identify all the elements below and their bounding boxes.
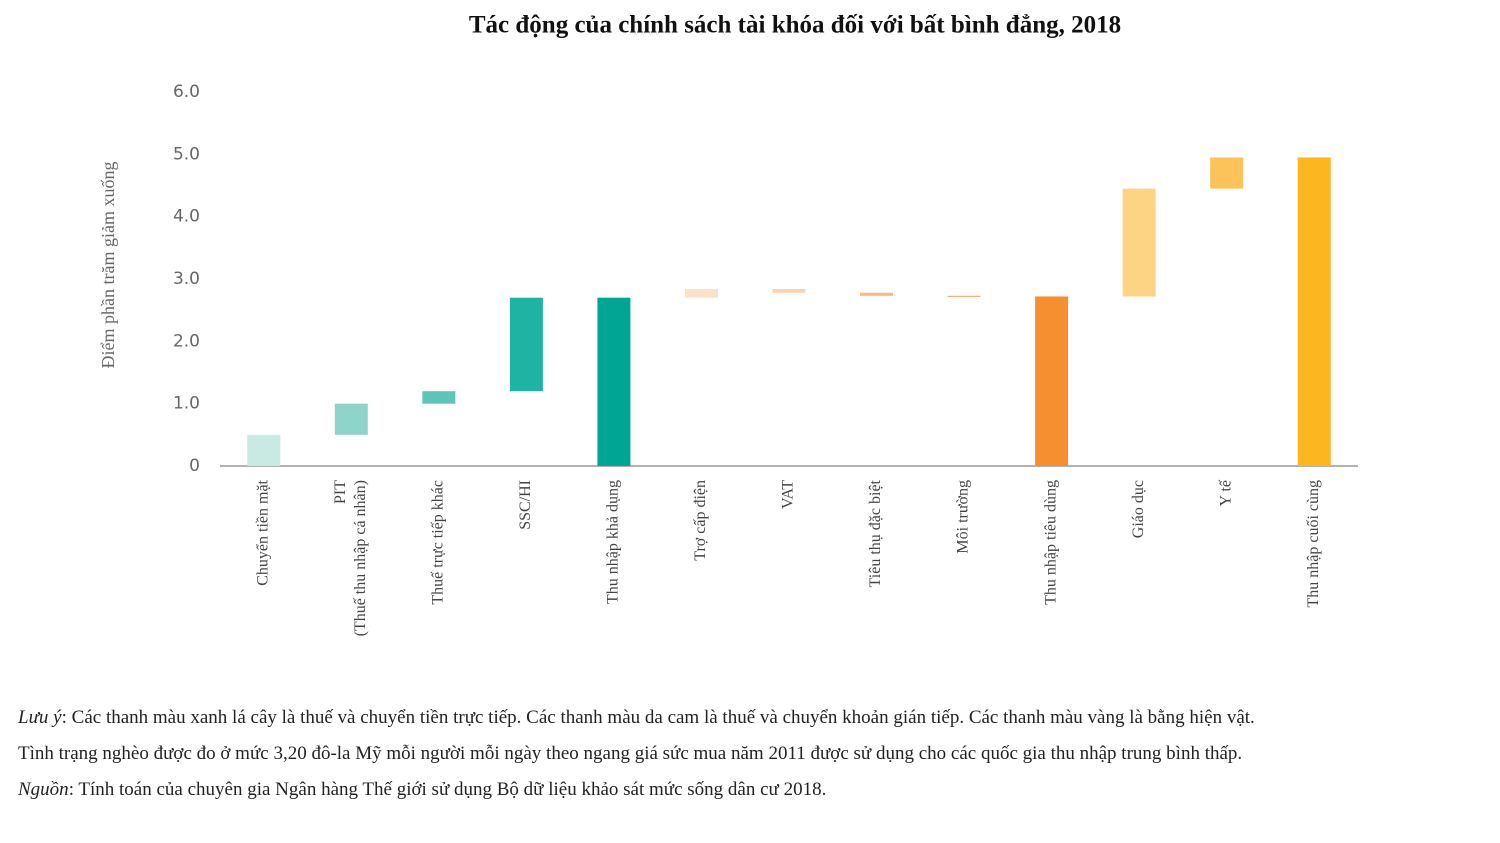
note-text: Tình trạng nghèo được đo ở mức 3,20 đô-l…	[18, 743, 1243, 764]
bar	[1297, 157, 1331, 466]
x-tick-label: Thu nhập cuối cùng	[1305, 480, 1322, 608]
y-tick-label: 1.0	[173, 394, 200, 414]
x-tick-label: Tiêu thụ đặc biệt	[867, 479, 884, 587]
y-tick-label: 4.0	[173, 207, 200, 227]
note-text: : Các thanh màu xanh lá cây là thuế và c…	[61, 707, 1255, 728]
y-tick-label: 6.0	[173, 82, 200, 102]
bar	[509, 297, 543, 392]
bar	[947, 295, 981, 297]
note-lead: Nguồn	[18, 779, 69, 800]
bar	[772, 288, 806, 293]
note-line: Tình trạng nghèo được đo ở mức 3,20 đô-l…	[18, 736, 1255, 772]
bar	[247, 434, 281, 466]
note-text: : Tính toán của chuyên gia Ngân hàng Thế…	[68, 779, 827, 800]
y-tick-label: 3.0	[173, 269, 200, 289]
chart: Tác động của chính sách tài khóa đối với…	[98, 12, 1358, 636]
bar	[684, 288, 718, 298]
bar	[422, 391, 456, 404]
x-tick-label: SSC/HI	[517, 480, 534, 530]
bar	[1035, 296, 1069, 466]
note-line: Nguồn: Tính toán của chuyên gia Ngân hàn…	[18, 772, 1255, 808]
x-tick-label: Môi trường	[955, 480, 972, 554]
y-tick-label: 2.0	[173, 331, 200, 351]
chart-title: Tác động của chính sách tài khóa đối với…	[469, 12, 1121, 39]
notes: Lưu ý: Các thanh màu xanh lá cây là thuế…	[18, 700, 1255, 808]
bar	[860, 292, 894, 296]
bar	[334, 403, 368, 435]
y-axis-label: Điểm phần trăm giảm xuống	[98, 162, 118, 369]
x-tick-label: PIT	[332, 480, 349, 504]
x-tick-label: Giáo dục	[1130, 480, 1147, 538]
note-line: Lưu ý: Các thanh màu xanh lá cây là thuế…	[18, 700, 1255, 736]
x-tick-label: Y tế	[1217, 479, 1234, 506]
x-tick-label: Thu nhập khả dụng	[605, 480, 622, 604]
y-tick-label: 5.0	[173, 144, 200, 164]
bar	[1210, 157, 1244, 189]
x-tick-label: (Thuế thu nhập cá nhân)	[352, 480, 369, 636]
bar	[1122, 188, 1156, 297]
x-tick-label: Trợ cấp điện	[692, 480, 709, 561]
x-tick-label: Thu nhập tiêu dùng	[1042, 480, 1059, 605]
note-lead: Lưu ý	[18, 707, 62, 728]
x-tick-label: Thuế trực tiếp khác	[430, 480, 447, 605]
y-tick-label: 0	[189, 456, 200, 476]
bar	[597, 297, 631, 466]
x-tick-label: VAT	[780, 480, 797, 509]
x-tick-label: Chuyển tiền mặt	[254, 479, 271, 585]
